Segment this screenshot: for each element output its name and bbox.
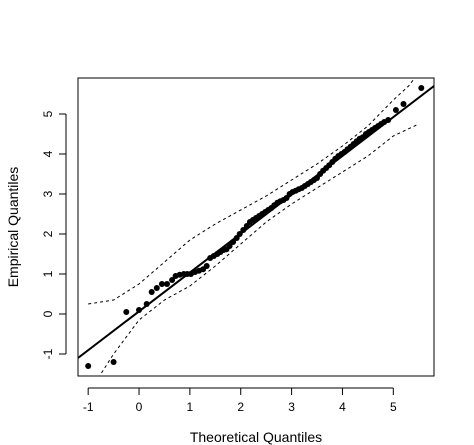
x-tick-label: 4 <box>339 400 346 414</box>
data-point <box>169 277 176 283</box>
data-point <box>158 281 165 287</box>
x-tick-label: 3 <box>288 400 295 414</box>
y-axis-title: Empirical Quantiles <box>5 167 21 288</box>
data-point <box>418 85 425 91</box>
y-tick-label: 2 <box>41 230 55 237</box>
data-points <box>85 85 425 369</box>
data-point <box>385 117 392 123</box>
data-point <box>226 243 233 249</box>
data-point <box>230 239 237 245</box>
y-tick-label: -1 <box>41 348 55 359</box>
x-axis-title: Theoretical Quantiles <box>190 429 322 445</box>
data-point <box>110 359 117 365</box>
data-point <box>203 263 210 269</box>
y-tick-label: 5 <box>41 110 55 117</box>
y-tick-label: 1 <box>41 270 55 277</box>
x-tick-label: 0 <box>136 400 143 414</box>
data-point <box>240 227 247 233</box>
data-point <box>136 307 142 313</box>
x-tick-label: 5 <box>390 400 397 414</box>
x-tick-label: -1 <box>83 400 94 414</box>
y-tick-label: 3 <box>41 190 55 197</box>
data-point <box>148 289 155 295</box>
y-tick-label: 0 <box>41 310 55 317</box>
data-point <box>153 285 160 291</box>
data-point <box>85 363 92 369</box>
x-axis: -1 0 1 2 3 4 5 <box>83 387 397 414</box>
x-tick-label: 2 <box>237 400 244 414</box>
x-tick-label: 1 <box>187 400 194 414</box>
y-axis: -1 0 1 2 3 4 5 <box>41 110 67 359</box>
data-point <box>164 281 170 287</box>
y-tick-label: 4 <box>41 150 55 157</box>
data-point <box>400 101 407 107</box>
data-point <box>143 301 150 307</box>
data-point <box>236 231 243 237</box>
confidence-band <box>88 78 419 376</box>
plot-frame <box>77 77 435 377</box>
upper-confidence-band <box>88 78 416 305</box>
data-point <box>123 309 130 315</box>
data-point <box>392 107 399 113</box>
lower-confidence-band <box>98 123 419 376</box>
